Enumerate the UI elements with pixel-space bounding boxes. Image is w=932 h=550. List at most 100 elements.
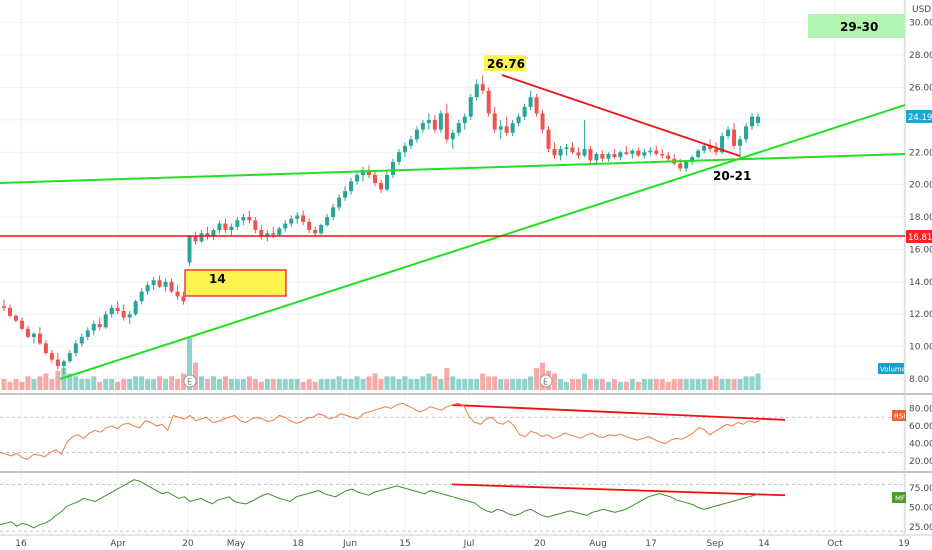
candle-body bbox=[307, 221, 312, 231]
green-horizontal-support bbox=[0, 153, 906, 184]
candle-body bbox=[163, 281, 168, 287]
volume-bar bbox=[755, 373, 761, 390]
candle-body bbox=[373, 174, 378, 184]
time-tick-label: Oct bbox=[827, 539, 843, 549]
candle-body bbox=[630, 150, 635, 154]
volume-bar bbox=[127, 379, 133, 390]
time-tick-label: May bbox=[227, 539, 246, 549]
volume-bar bbox=[288, 379, 294, 390]
candle-body bbox=[522, 106, 527, 117]
price-tick-label: 22.00 bbox=[909, 148, 932, 158]
candle-body bbox=[247, 217, 252, 221]
candle-body bbox=[642, 152, 647, 156]
volume-bar bbox=[605, 381, 611, 390]
volume-bar bbox=[85, 379, 91, 390]
candle-body bbox=[384, 174, 389, 190]
support-label: 20-21 bbox=[713, 169, 751, 183]
time-axis[interactable]: 16 Apr 20 May 18 Jun 15 Jul 20 Aug 17 Sep 14 Oct 19 bbox=[15, 539, 910, 549]
volume-bar bbox=[462, 379, 468, 390]
volume-bar bbox=[1, 379, 7, 390]
candle-body bbox=[480, 84, 485, 91]
volume-bar bbox=[432, 376, 438, 390]
candle-body bbox=[211, 230, 216, 237]
volume-bar bbox=[360, 379, 366, 390]
red-descending-trendline bbox=[501, 74, 741, 157]
volume-bar bbox=[55, 370, 61, 390]
volume-bar bbox=[115, 381, 121, 390]
mf-badge: MF bbox=[892, 492, 906, 503]
volume-bar bbox=[348, 379, 354, 390]
volume-bar bbox=[282, 379, 288, 390]
volume-bar bbox=[324, 379, 330, 390]
volume-bar bbox=[677, 379, 683, 390]
candles bbox=[2, 75, 760, 375]
earnings-marker-1[interactable]: E bbox=[183, 374, 197, 388]
rsi-axis[interactable]: 20.00 40.00 60.00 80.00 bbox=[909, 404, 932, 467]
volume-bar bbox=[438, 379, 444, 390]
volume-bar bbox=[336, 376, 342, 390]
volume-bar bbox=[510, 379, 516, 390]
volume-bar bbox=[486, 376, 492, 390]
candle-body bbox=[271, 233, 276, 235]
volume-bar bbox=[258, 381, 264, 390]
candle-body bbox=[2, 306, 6, 308]
volume-bar bbox=[396, 379, 402, 390]
candle-body bbox=[390, 161, 395, 175]
currency-label: USD bbox=[912, 5, 931, 15]
volume-bar bbox=[683, 379, 689, 390]
candle-body bbox=[438, 113, 443, 130]
candle-body bbox=[636, 150, 641, 156]
earnings-marker-2[interactable]: E bbox=[539, 374, 553, 388]
volume-bar bbox=[629, 379, 635, 390]
mf-line bbox=[0, 479, 761, 529]
candle-body bbox=[67, 353, 72, 362]
volume-bar bbox=[569, 379, 575, 390]
volume-bar bbox=[695, 379, 701, 390]
candle-body bbox=[157, 280, 162, 287]
target-zone: 29-30 bbox=[808, 14, 905, 38]
candle-body bbox=[283, 223, 288, 229]
volume-bar bbox=[611, 379, 617, 390]
candle-body bbox=[139, 291, 144, 302]
candle-body bbox=[277, 228, 282, 235]
candle-body bbox=[474, 84, 479, 98]
time-tick-label: 14 bbox=[758, 539, 770, 549]
volume-bar bbox=[151, 379, 157, 390]
mf-tick-label: 75.00 bbox=[909, 484, 932, 494]
price-tick-label: 8.00 bbox=[909, 375, 929, 385]
volume-bar bbox=[558, 379, 564, 390]
green-rising-trendline bbox=[59, 104, 906, 380]
volume-bar bbox=[234, 379, 240, 390]
candle-body bbox=[528, 97, 533, 107]
candle-body bbox=[169, 281, 174, 292]
volume-bar bbox=[498, 379, 504, 390]
candle-body bbox=[259, 230, 264, 237]
candle-body bbox=[79, 336, 84, 344]
candle-body bbox=[25, 328, 30, 337]
volume-bar bbox=[252, 379, 258, 390]
mf-axis[interactable]: 25.00 50.00 75.00 bbox=[909, 484, 932, 533]
time-tick-label: Aug bbox=[589, 539, 607, 549]
price-tick-label: 30.00 bbox=[909, 19, 932, 29]
candle-body bbox=[235, 220, 240, 227]
candle-body bbox=[193, 236, 198, 242]
volume-bar bbox=[468, 379, 474, 390]
volume-bar bbox=[37, 376, 43, 390]
volume-bar bbox=[210, 376, 216, 390]
candle-body bbox=[289, 218, 294, 224]
candle-body bbox=[205, 233, 210, 237]
candle-body bbox=[61, 361, 66, 367]
candle-body bbox=[253, 220, 258, 231]
volume-bar bbox=[450, 376, 456, 390]
volume-bar bbox=[372, 373, 378, 390]
time-tick-label: Sep bbox=[707, 539, 724, 549]
rsi-tick-label: 80.00 bbox=[909, 404, 932, 414]
volume-bar bbox=[384, 376, 390, 390]
candle-body bbox=[696, 150, 701, 158]
candle-body bbox=[145, 285, 150, 292]
candle-body bbox=[564, 147, 569, 150]
candle-body bbox=[558, 149, 563, 156]
volume-bar bbox=[240, 379, 246, 390]
candle-body bbox=[702, 145, 707, 151]
volume-bar bbox=[97, 381, 103, 390]
